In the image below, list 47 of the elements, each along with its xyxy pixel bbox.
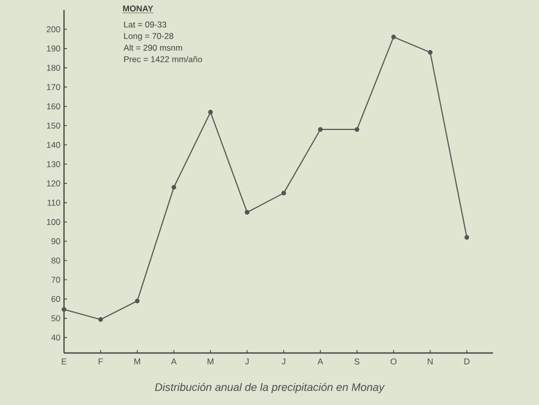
y-tick-label: 50 [51, 315, 60, 322]
x-tick-label: E [62, 358, 66, 364]
x-tick-label: O [390, 358, 396, 365]
point [464, 235, 470, 240]
y-tick-label: 140 [46, 142, 60, 148]
point [62, 307, 66, 312]
point [318, 127, 323, 132]
y-tick-label: 110 [48, 200, 60, 206]
annotation: Lat = 09-33 [124, 22, 166, 28]
chart-title: MONAY [123, 6, 154, 12]
x-tick-label: F [98, 358, 103, 364]
x-tick-label: A [318, 358, 324, 364]
annotation: Alt = 290 msnm [124, 44, 182, 51]
y-tick-label: 120 [46, 180, 60, 186]
x-tick-label: D [464, 358, 470, 364]
point [281, 190, 286, 196]
point [208, 110, 213, 114]
x-tick-label: N [428, 358, 433, 364]
point [391, 34, 396, 40]
point [98, 317, 103, 322]
y-tick-label: 100 [46, 218, 60, 225]
y-tick-label: 170 [46, 84, 60, 90]
y-tick-label: 200 [46, 26, 60, 32]
annotation: Prec = 1422 mm/año [124, 56, 202, 62]
point [134, 298, 140, 304]
y-tick-label: 90 [51, 238, 60, 244]
y-tick-label: 60 [52, 296, 60, 302]
y-tick-label: 70 [52, 276, 60, 283]
x-tick-label: S [354, 358, 360, 365]
y-tick-label: 80 [51, 258, 60, 264]
point [244, 210, 250, 215]
y-tick-label: 130 [46, 161, 60, 168]
text: Distribución anual de la precipitación en Monay [155, 382, 385, 394]
point [354, 127, 360, 132]
x-tick-label: J [245, 358, 249, 364]
x-tick-label: A [171, 358, 177, 364]
y-tick-label: 190 [46, 46, 60, 52]
y-tick-label: 160 [46, 103, 60, 110]
annotation: Long = 70-28 [124, 33, 174, 41]
point [428, 50, 433, 55]
point [172, 184, 176, 190]
y-tick-label: 40 [51, 334, 60, 341]
x-tick-label: J [282, 358, 286, 364]
x-tick-label: M [134, 358, 140, 364]
y-tick-label: 180 [46, 64, 60, 71]
y-tick-label: 150 [46, 122, 60, 129]
x-tick-label: M [208, 358, 214, 364]
